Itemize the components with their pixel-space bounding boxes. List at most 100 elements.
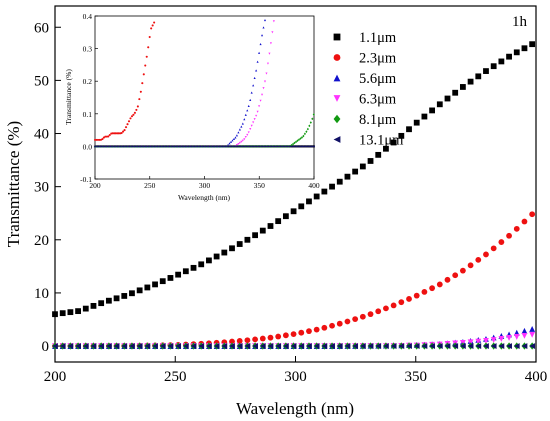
main-point-series-6 — [452, 343, 459, 349]
main-point-series-2 — [475, 256, 482, 263]
main-y-tick-label: 10 — [34, 286, 49, 302]
main-point-series-1 — [152, 281, 158, 288]
legend-label: 2.3μm — [359, 51, 397, 67]
inset-point-series-3 — [232, 137, 236, 140]
main-point-series-2 — [406, 296, 412, 302]
main-point-series-6 — [67, 343, 74, 349]
main-point-series-2 — [429, 285, 436, 292]
inset-x-tick-label: 250 — [144, 181, 156, 190]
inset-point-series-6 — [308, 145, 311, 148]
inset-point-series-6 — [108, 145, 111, 148]
inset-point-series-6 — [99, 145, 102, 148]
main-point-series-6 — [159, 343, 166, 349]
inset-point-series-6 — [111, 145, 114, 148]
inset-point-series-2 — [139, 90, 142, 93]
inset-point-series-6 — [198, 145, 202, 148]
main-point-series-2 — [259, 335, 266, 342]
inset-point-series-6 — [269, 145, 272, 148]
inset-point-series-6 — [265, 145, 268, 148]
inset-point-series-6 — [215, 145, 218, 148]
inset-point-series-2 — [111, 132, 114, 135]
main-point-series-1 — [336, 178, 343, 185]
main-y-tick-label: 50 — [34, 73, 49, 89]
inset-point-series-6 — [255, 145, 258, 148]
inset-point-series-2 — [153, 21, 156, 24]
main-point-series-6 — [421, 343, 428, 349]
inset-point-series-6 — [234, 145, 237, 148]
inset-point-series-6 — [96, 145, 100, 148]
inset-point-series-6 — [237, 145, 240, 148]
inset-point-series-5 — [300, 136, 304, 139]
main-point-series-1 — [182, 268, 189, 275]
inset-point-series-4 — [244, 136, 247, 139]
main-point-series-6 — [383, 343, 389, 349]
main-point-series-2 — [282, 332, 289, 339]
inset-point-series-6 — [145, 145, 148, 148]
inset-point-series-6 — [272, 145, 275, 148]
main-point-series-6 — [129, 343, 135, 349]
inset-y-axis-title: Transmittance (%) — [64, 69, 73, 125]
inset-point-series-6 — [222, 145, 225, 148]
main-point-series-6 — [483, 343, 489, 349]
inset-point-series-6 — [225, 145, 228, 148]
inset-point-series-6 — [175, 145, 178, 148]
main-point-series-6 — [175, 343, 182, 349]
main-point-series-2 — [521, 218, 528, 225]
main-point-series-1 — [67, 309, 74, 316]
legend-label: 8.1μm — [359, 112, 397, 128]
inset-point-series-2 — [144, 64, 147, 67]
main-point-series-1 — [421, 113, 428, 120]
inset-point-series-6 — [104, 145, 107, 148]
main-point-series-1 — [144, 284, 151, 291]
inset-point-series-3 — [240, 125, 243, 128]
main-point-series-1 — [521, 45, 528, 52]
main-point-series-4 — [506, 335, 512, 341]
inset-point-series-6 — [213, 145, 216, 148]
inset-point-series-2 — [93, 138, 97, 141]
inset-point-series-6 — [178, 145, 181, 148]
inset-point-series-6 — [136, 145, 139, 148]
inset-point-series-5 — [311, 117, 314, 121]
main-point-series-1 — [90, 302, 97, 309]
inset-point-series-6 — [244, 145, 247, 148]
inset-point-series-4 — [260, 93, 264, 96]
main-point-series-1 — [298, 203, 305, 210]
main-point-series-6 — [98, 343, 105, 349]
inset-point-series-4 — [252, 121, 255, 124]
inset-point-series-6 — [271, 145, 274, 148]
main-y-tick-label: 0 — [42, 339, 50, 355]
legend-marker-series-6 — [333, 136, 341, 143]
main-point-series-1 — [383, 145, 389, 152]
main-point-series-2 — [506, 232, 512, 239]
main-point-series-1 — [367, 158, 374, 164]
inset-x-tick-label: 200 — [89, 181, 101, 190]
main-x-tick-label: 400 — [525, 369, 548, 385]
main-x-axis-title: Wavelength (nm) — [236, 399, 354, 418]
main-point-series-1 — [129, 290, 135, 297]
inset-x-tick-label: 350 — [254, 181, 266, 190]
inset-point-series-4 — [256, 110, 259, 113]
inset-point-series-6 — [302, 145, 305, 148]
inset-point-series-6 — [311, 145, 314, 148]
inset-point-series-6 — [184, 145, 187, 148]
main-point-series-2 — [529, 211, 536, 218]
legend-marker-series-1 — [333, 33, 341, 41]
inset-point-series-6 — [163, 145, 166, 148]
main-point-series-6 — [206, 343, 212, 349]
inset-point-series-6 — [182, 145, 185, 148]
inset-point-series-6 — [179, 145, 182, 148]
main-point-series-1 — [275, 218, 282, 225]
inset-point-series-3 — [263, 19, 267, 22]
inset-point-series-6 — [105, 145, 108, 148]
inset-point-series-3 — [247, 104, 250, 108]
inset-point-series-2 — [133, 111, 136, 114]
main-point-series-6 — [406, 343, 412, 349]
inset-point-series-6 — [283, 145, 286, 148]
inset-point-series-5 — [308, 124, 311, 128]
inset-point-series-3 — [243, 118, 246, 121]
inset-point-series-6 — [284, 145, 287, 148]
main-point-series-1 — [513, 49, 520, 56]
main-point-series-2 — [352, 316, 359, 323]
inset-point-series-6 — [258, 145, 261, 148]
